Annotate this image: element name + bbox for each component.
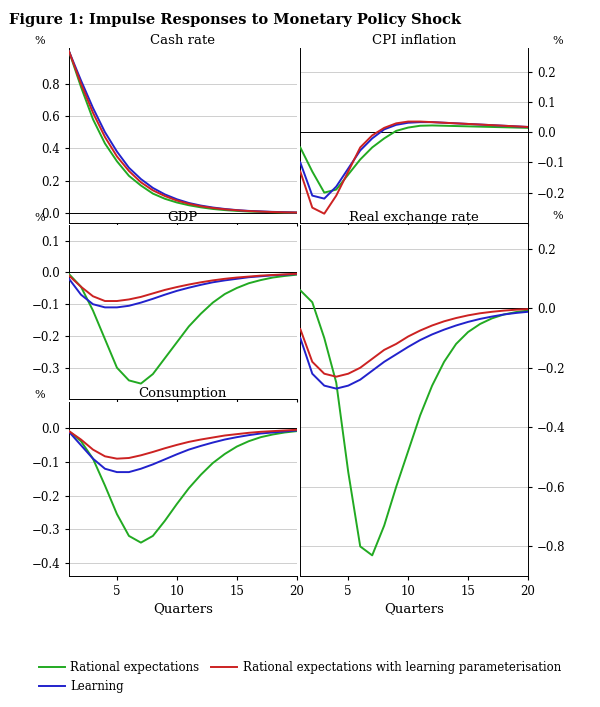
Text: %: % (34, 36, 45, 47)
Text: %: % (552, 211, 563, 221)
Text: %: % (34, 390, 45, 400)
Text: Figure 1: Impulse Responses to Monetary Policy Shock: Figure 1: Impulse Responses to Monetary … (9, 13, 461, 27)
Title: Real exchange rate: Real exchange rate (349, 211, 479, 223)
Title: Consumption: Consumption (139, 387, 227, 400)
Legend: Rational expectations, Learning, Rational expectations with learning parameteris: Rational expectations, Learning, Rationa… (34, 656, 566, 698)
Text: %: % (34, 213, 45, 223)
Title: GDP: GDP (168, 211, 198, 223)
X-axis label: Quarters: Quarters (153, 602, 213, 615)
Title: CPI inflation: CPI inflation (372, 34, 456, 47)
Title: Cash rate: Cash rate (151, 34, 215, 47)
X-axis label: Quarters: Quarters (384, 602, 444, 615)
Text: %: % (552, 36, 563, 47)
